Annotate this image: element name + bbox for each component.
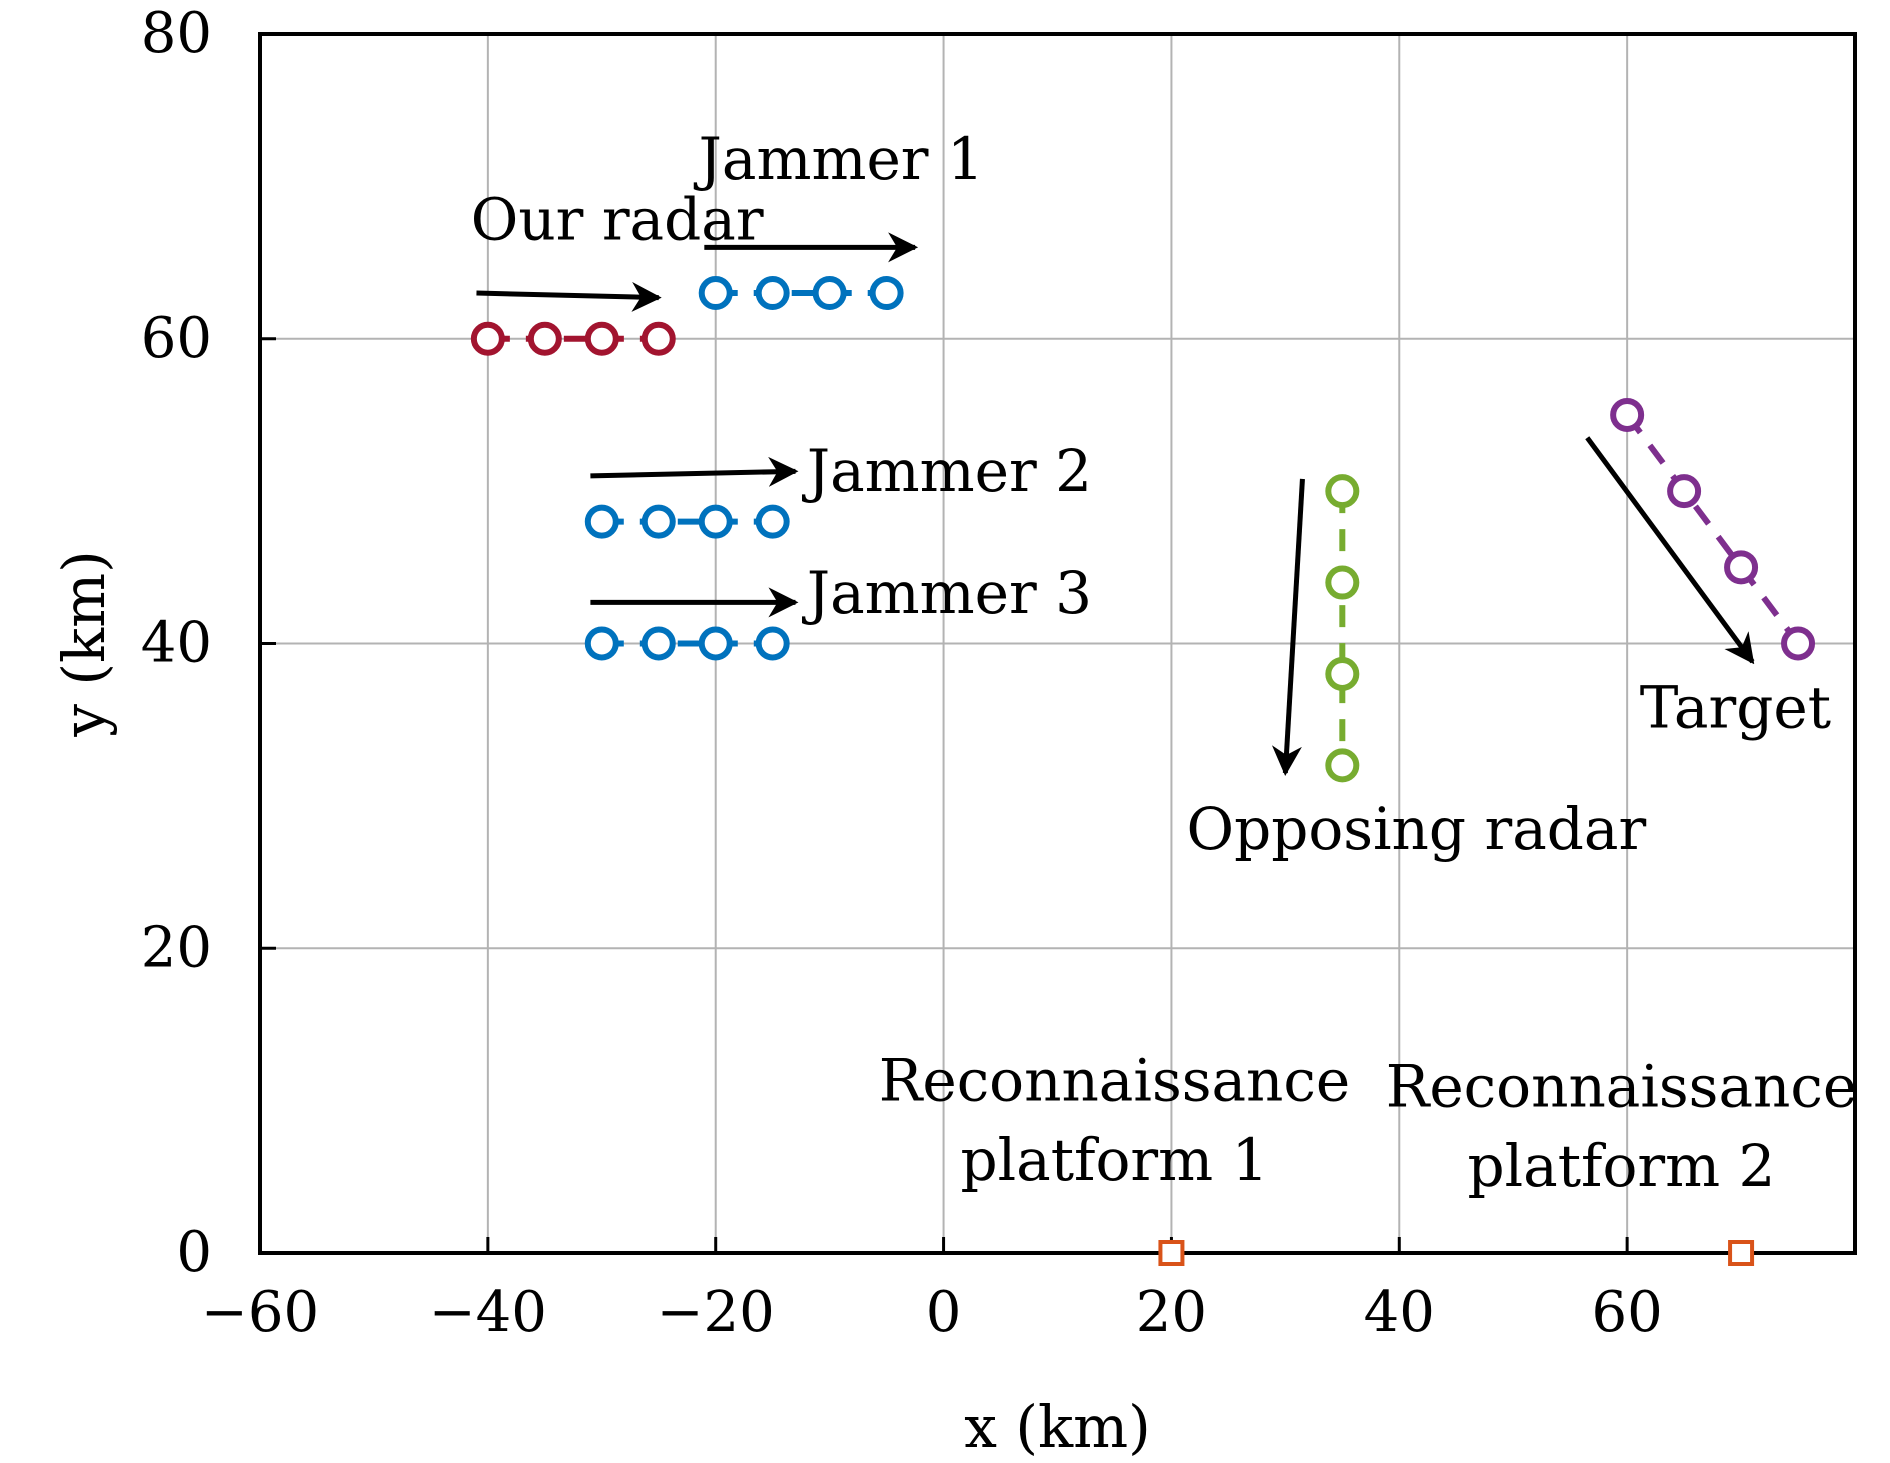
data-series: [470, 276, 1816, 1266]
data-point: [755, 504, 790, 539]
data-point: [755, 626, 790, 661]
annotation-label: Reconnaissance: [879, 1047, 1351, 1115]
series-3: [584, 504, 790, 539]
direction-arrow: [1271, 478, 1305, 777]
x-tick-label: 0: [926, 1280, 962, 1345]
series-1: [470, 321, 676, 356]
data-point: [812, 276, 847, 311]
data-point: [641, 504, 676, 539]
data-point-square: [1728, 1240, 1755, 1266]
series-line: [1624, 413, 1801, 646]
series-5: [1325, 474, 1360, 783]
y-tick-label: 60: [141, 306, 212, 371]
x-tick-label: −40: [429, 1280, 547, 1345]
data-point: [698, 626, 733, 661]
data-point: [869, 276, 904, 311]
direction-arrow: [1585, 436, 1755, 665]
data-point: [1325, 748, 1360, 783]
y-tick-label: 20: [141, 915, 212, 980]
annotation-label: Target: [1640, 673, 1831, 741]
data-point: [527, 321, 562, 356]
direction-arrow: [590, 456, 799, 487]
data-point: [755, 276, 790, 311]
y-tick-label: 80: [141, 1, 212, 66]
series-4: [584, 626, 790, 661]
annotation-label: platform 2: [1467, 1132, 1775, 1200]
annotation-label: Our radar: [471, 186, 764, 254]
data-point: [698, 276, 733, 311]
x-tick-label: 20: [1136, 1280, 1207, 1345]
annotation-label: Jammer 2: [802, 437, 1092, 505]
series-8: [1728, 1240, 1755, 1266]
motion-arrows: [476, 232, 1755, 777]
data-point: [698, 504, 733, 539]
x-tick-label: 40: [1364, 1280, 1435, 1345]
data-point: [1610, 397, 1645, 432]
data-point: [1325, 474, 1360, 509]
y-tick-label: 40: [141, 611, 212, 676]
data-point: [641, 626, 676, 661]
data-point: [584, 504, 619, 539]
annotation-label: Reconnaissance: [1386, 1053, 1858, 1121]
x-tick-label: 60: [1592, 1280, 1663, 1345]
data-point: [1724, 550, 1759, 585]
data-point-square: [1158, 1240, 1185, 1266]
series-7: [1158, 1240, 1185, 1266]
data-point: [584, 321, 619, 356]
x-tick-label: −20: [657, 1280, 775, 1345]
direction-arrow: [476, 281, 662, 312]
y-tick-label: 0: [176, 1220, 212, 1285]
data-point: [1325, 565, 1360, 600]
x-tick-label: −60: [201, 1280, 319, 1345]
annotation-label: Jammer 1: [694, 125, 984, 193]
data-point: [584, 626, 619, 661]
data-point: [1667, 474, 1702, 509]
annotation-label: platform 1: [960, 1126, 1268, 1194]
y-axis-title: y (km): [50, 550, 118, 738]
data-point: [1325, 656, 1360, 691]
annotation-label: Jammer 3: [802, 559, 1092, 627]
axis-ticks: −60 −40 −20 0 20 40 60 0 20 40 60 80: [141, 1, 1663, 1345]
x-axis-title: x (km): [964, 1393, 1151, 1461]
annotation-label: Opposing radar: [1187, 795, 1647, 863]
series-6: [1610, 397, 1816, 661]
data-point: [641, 321, 676, 356]
data-point: [470, 321, 505, 356]
data-point: [1781, 626, 1816, 661]
series-2: [698, 276, 904, 311]
